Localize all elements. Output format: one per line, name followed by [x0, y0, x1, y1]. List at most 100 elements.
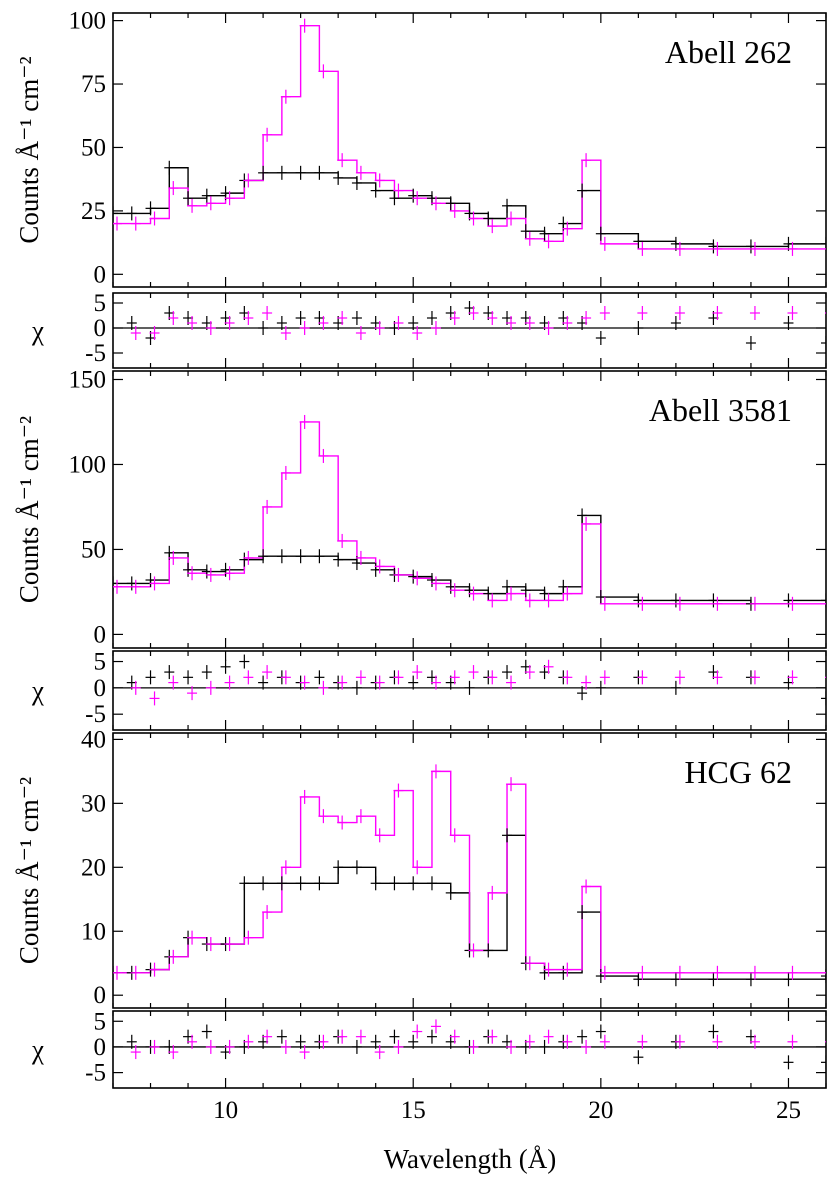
series-2-point: [449, 203, 460, 218]
series-2-point: [524, 231, 535, 246]
series-2-residual: [149, 326, 160, 340]
series-2-point: [337, 533, 348, 548]
series-1-residual: [351, 311, 362, 325]
series-2-point: [337, 815, 348, 830]
series-1-residual: [126, 316, 137, 330]
series-1-residual: [821, 336, 826, 350]
series-1-point: [483, 586, 494, 601]
series-2-residual: [487, 311, 498, 325]
series-1-point: [539, 586, 550, 601]
series-1-point: [239, 552, 250, 567]
series-1-point: [708, 593, 719, 608]
series-2-line: [113, 770, 826, 974]
series-1-residual: [670, 680, 681, 695]
series-2-residual: [562, 316, 573, 330]
series-1-residual: [745, 336, 756, 350]
series-2-residual: [637, 1034, 648, 1049]
panel-2-residuals: -505 χ: [31, 290, 827, 369]
series-2-residual: [449, 311, 460, 325]
series-2-point: [299, 18, 310, 33]
series-1-point: [783, 593, 794, 608]
y-tick-label: 50: [81, 134, 106, 161]
series-2-residual: [506, 316, 517, 330]
y-tick-label: 5: [94, 290, 107, 317]
series-1-point: [426, 876, 437, 891]
series-2-residual: [187, 1034, 198, 1049]
series-2-residual: [393, 670, 404, 685]
x-tick-label: 20: [588, 1097, 613, 1124]
series-2-residual: [787, 670, 798, 685]
series-1-point: [821, 593, 826, 608]
series-1-residual: [539, 1039, 550, 1054]
series-2-residual: [337, 675, 348, 690]
series-1-residual: [145, 670, 156, 685]
y-axis-title: χ: [31, 316, 44, 346]
series-1-residual: [595, 331, 606, 345]
series-2-residual: [637, 670, 648, 685]
series-2-residual: [205, 680, 216, 695]
series-1-point: [370, 562, 381, 577]
series-2-residual: [393, 1039, 404, 1054]
series-2-residual: [299, 1045, 310, 1060]
series-2-residual: [149, 691, 160, 706]
series-1-point: [276, 549, 287, 564]
y-axis-title: Counts Å⁻¹ cm⁻²: [14, 56, 44, 243]
series-2-point: [581, 516, 592, 531]
series-2-residual: [130, 680, 141, 695]
series-2-point: [543, 234, 554, 249]
series-2-residual: [468, 1039, 479, 1054]
series-2-point: [355, 809, 366, 824]
y-tick-label: 30: [81, 790, 106, 817]
series-1-point: [351, 860, 362, 875]
series-2-residual: [149, 1039, 160, 1054]
series-1-point: [239, 876, 250, 891]
y-tick-label: 0: [94, 675, 107, 702]
series-2-point: [487, 219, 498, 234]
plot-area: [113, 414, 826, 611]
series-2-residual: [412, 1024, 423, 1039]
y-tick-label: 0: [94, 261, 107, 288]
series-1-residual: [821, 691, 826, 706]
y-axis-title: χ: [31, 1035, 44, 1065]
series-2-residual: [243, 1034, 254, 1049]
series-2-line: [113, 421, 826, 605]
series-2-point: [224, 937, 235, 952]
series-1-residual: [370, 1034, 381, 1049]
series-2-point: [712, 965, 723, 980]
series-2-residual: [787, 1034, 798, 1049]
series-1-point: [539, 226, 550, 241]
series-1-point: [314, 549, 325, 564]
series-1-residual: [389, 1029, 400, 1044]
series-2-point: [468, 586, 479, 601]
y-tick-label: 0: [94, 1034, 107, 1061]
series-2-point: [187, 930, 198, 945]
series-1-point: [520, 583, 531, 598]
series-2-residual: [205, 1039, 216, 1054]
series-2-point: [749, 965, 760, 980]
series-1-point: [558, 579, 569, 594]
series-1-point: [183, 191, 194, 206]
series-2-point: [581, 879, 592, 894]
series-2-point: [637, 965, 648, 980]
series-2-point: [412, 860, 423, 875]
series-2-point: [562, 586, 573, 601]
series-2-residual: [562, 1034, 573, 1049]
series-2-point: [749, 241, 760, 256]
series-1-point: [595, 969, 606, 984]
series-2-point: [280, 465, 291, 480]
series-2-point: [712, 241, 723, 256]
y-axis-title: Counts Å⁻¹ cm⁻²: [14, 777, 44, 964]
series-2-residual: [487, 670, 498, 685]
series-1-residual: [201, 1024, 212, 1039]
series-1-point: [502, 198, 513, 213]
series-2-residual: [749, 670, 760, 685]
y-tick-label: 50: [81, 536, 106, 563]
series-2-residual: [524, 316, 535, 330]
series-2-residual: [524, 1034, 535, 1049]
series-2-residual: [749, 1034, 760, 1049]
y-tick-label: 75: [81, 71, 106, 98]
series-2-residual: [712, 1034, 723, 1049]
series-2-residual: [674, 670, 685, 685]
